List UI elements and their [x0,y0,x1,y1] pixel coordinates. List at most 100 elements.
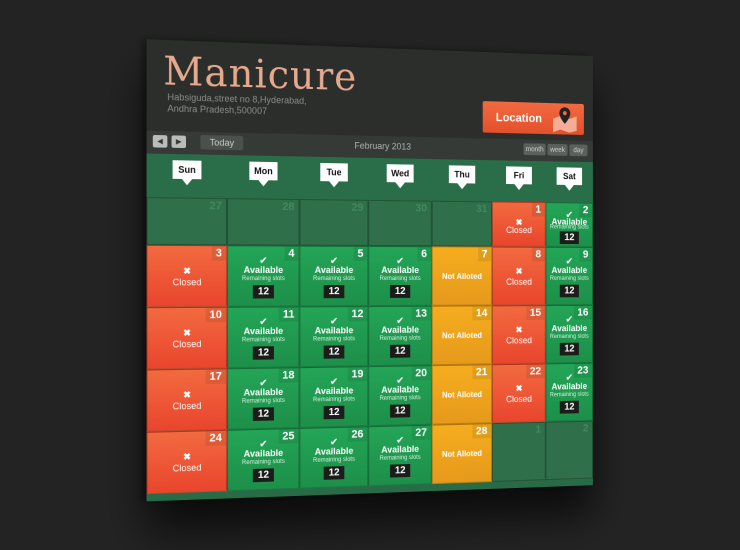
slot-count: 12 [390,464,411,478]
calendar-day-cell[interactable]: 23 ✔ Available Remaining slots 12 [545,362,593,422]
day-number: 1 [531,202,545,217]
slot-count: 12 [559,231,579,245]
calendar-day-cell[interactable]: 19 ✔ Available Remaining slots 12 [299,366,369,428]
calendar-day-cell[interactable]: 3 ✖ Closed [146,244,228,308]
weekday-header-row: Sun Mon Tue Wed Thu Fri Sat [146,153,593,203]
calendar-day-cell[interactable]: 10 ✖ Closed [146,306,228,370]
remaining-slots-label: Remaining slots [549,224,589,231]
remaining-slots-label: Remaining slots [549,391,589,399]
day-number: 15 [526,306,545,320]
location-label: Location [495,110,543,126]
slot-count: 12 [252,407,275,422]
status-label: Closed [506,335,532,346]
address: Habsiguda,street no 8,Hyderabad, Andhra … [167,92,358,120]
weekday-label-sun: Sun [172,160,202,180]
status-label: Available [551,265,588,275]
calendar-day-cell[interactable]: 16 ✔ Available Remaining slots 12 [545,304,593,364]
slot-count: 12 [559,343,579,356]
status-label: Closed [172,462,202,474]
prev-month-button[interactable]: ◀ [152,134,168,148]
day-number: 22 [526,364,545,379]
slot-count: 12 [559,401,579,415]
calendar-day-cell[interactable]: 6 ✔ Available Remaining slots 12 [368,245,432,307]
calendar-day-cell[interactable]: 24 ✖ Closed [146,429,228,495]
remaining-slots-label: Remaining slots [313,336,355,343]
day-number: 17 [205,369,226,385]
day-number: 1 [535,423,542,436]
remaining-slots-label: Remaining slots [379,335,421,342]
calendar-day-cell[interactable]: 14 Not Alloted [431,305,493,366]
calendar-day-cell: 30 [368,199,432,247]
remaining-slots-label: Remaining slots [313,456,355,464]
status-label: Not Alloted [442,331,482,341]
close-icon: ✖ [183,265,191,277]
location-button[interactable]: Location [482,101,584,135]
calendar-day-cell[interactable]: 11 ✔ Available Remaining slots 12 [227,306,300,369]
status-label: Not Alloted [442,272,482,282]
status-label: Closed [506,393,532,405]
calendar-day-cell[interactable]: 13 ✔ Available Remaining slots 12 [368,305,432,367]
calendar-day-cell[interactable]: 17 ✖ Closed [146,368,228,432]
calendar-day-cell[interactable]: 21 Not Alloted [431,364,493,425]
calendar-day-cell[interactable]: 9 ✔ Available Remaining slots 12 [545,246,593,306]
calendar-day-cell[interactable]: 12 ✔ Available Remaining slots 12 [299,306,369,368]
day-number: 28 [472,424,492,439]
calendar-day-cell[interactable]: 22 ✖ Closed [492,363,546,424]
day-number: 7 [477,247,492,262]
calendar-day-cell[interactable]: 25 ✔ Available Remaining slots 12 [227,427,300,492]
status-label: Not Alloted [442,390,482,400]
calendar-day-cell[interactable]: 2 ✔ Available Remaining slots 12 [545,202,593,248]
status-label: Not Alloted [442,449,482,460]
status-label: Closed [506,225,532,236]
status-label: Closed [506,276,532,287]
slot-count: 12 [323,285,345,299]
calendar-day-cell[interactable]: 4 ✔ Available Remaining slots 12 [227,245,300,307]
calendar-day-cell[interactable]: 18 ✔ Available Remaining slots 12 [227,367,300,430]
calendar-day-cell: 27 [146,197,228,246]
day-number: 8 [531,247,545,262]
day-number: 3 [211,246,226,261]
status-label: Available [381,324,419,335]
day-number: 2 [582,422,589,435]
remaining-slots-label: Remaining slots [241,336,285,344]
status-label: Available [243,264,284,275]
booking-calendar-app: Manicure Habsiguda,street no 8,Hyderabad… [146,39,593,502]
calendar-day-cell[interactable]: 27 ✔ Available Remaining slots 12 [368,424,432,487]
remaining-slots-label: Remaining slots [379,275,421,282]
calendar-day-cell[interactable]: 1 ✖ Closed [492,201,546,247]
calendar-day-cell[interactable]: 15 ✖ Closed [492,305,546,365]
calendar-day-cell[interactable]: 5 ✔ Available Remaining slots 12 [299,245,369,307]
status-label: Available [314,385,354,397]
calendar-day-cell[interactable]: 7 Not Alloted [431,246,493,306]
calendar-day-cell: 29 [299,199,369,246]
close-icon: ✖ [515,324,523,335]
view-week-button[interactable]: week [547,143,568,156]
slot-count: 12 [559,285,579,298]
status-label: Available [551,323,588,334]
status-label: Closed [172,338,202,350]
calendar-day-cell[interactable]: 20 ✔ Available Remaining slots 12 [368,365,432,427]
status-label: Available [381,384,419,395]
slot-count: 12 [252,346,275,361]
next-month-button[interactable]: ▶ [171,135,187,149]
today-button[interactable]: Today [200,134,244,151]
weekday-label-wed: Wed [386,164,414,183]
view-day-button[interactable]: day [569,144,588,157]
status-label: Closed [172,277,202,288]
view-month-button[interactable]: month [523,143,546,156]
calendar-day-cell[interactable]: 8 ✖ Closed [492,246,546,306]
weekday-label-sat: Sat [556,167,583,186]
day-number: 21 [472,365,492,380]
calendar-day-cell: 1 [492,421,546,482]
day-number: 29 [351,201,364,214]
remaining-slots-label: Remaining slots [313,396,355,404]
calendar-day-cell[interactable]: 28 Not Alloted [431,423,493,485]
calendar-day-cell[interactable]: 26 ✔ Available Remaining slots 12 [299,426,369,489]
day-number: 14 [472,306,492,321]
calendar-day-cell: 2 [545,420,593,481]
slot-count: 12 [252,468,275,483]
slot-count: 12 [390,404,411,419]
calendar-day-cell: 28 [227,198,300,246]
status-label: Available [381,265,419,275]
